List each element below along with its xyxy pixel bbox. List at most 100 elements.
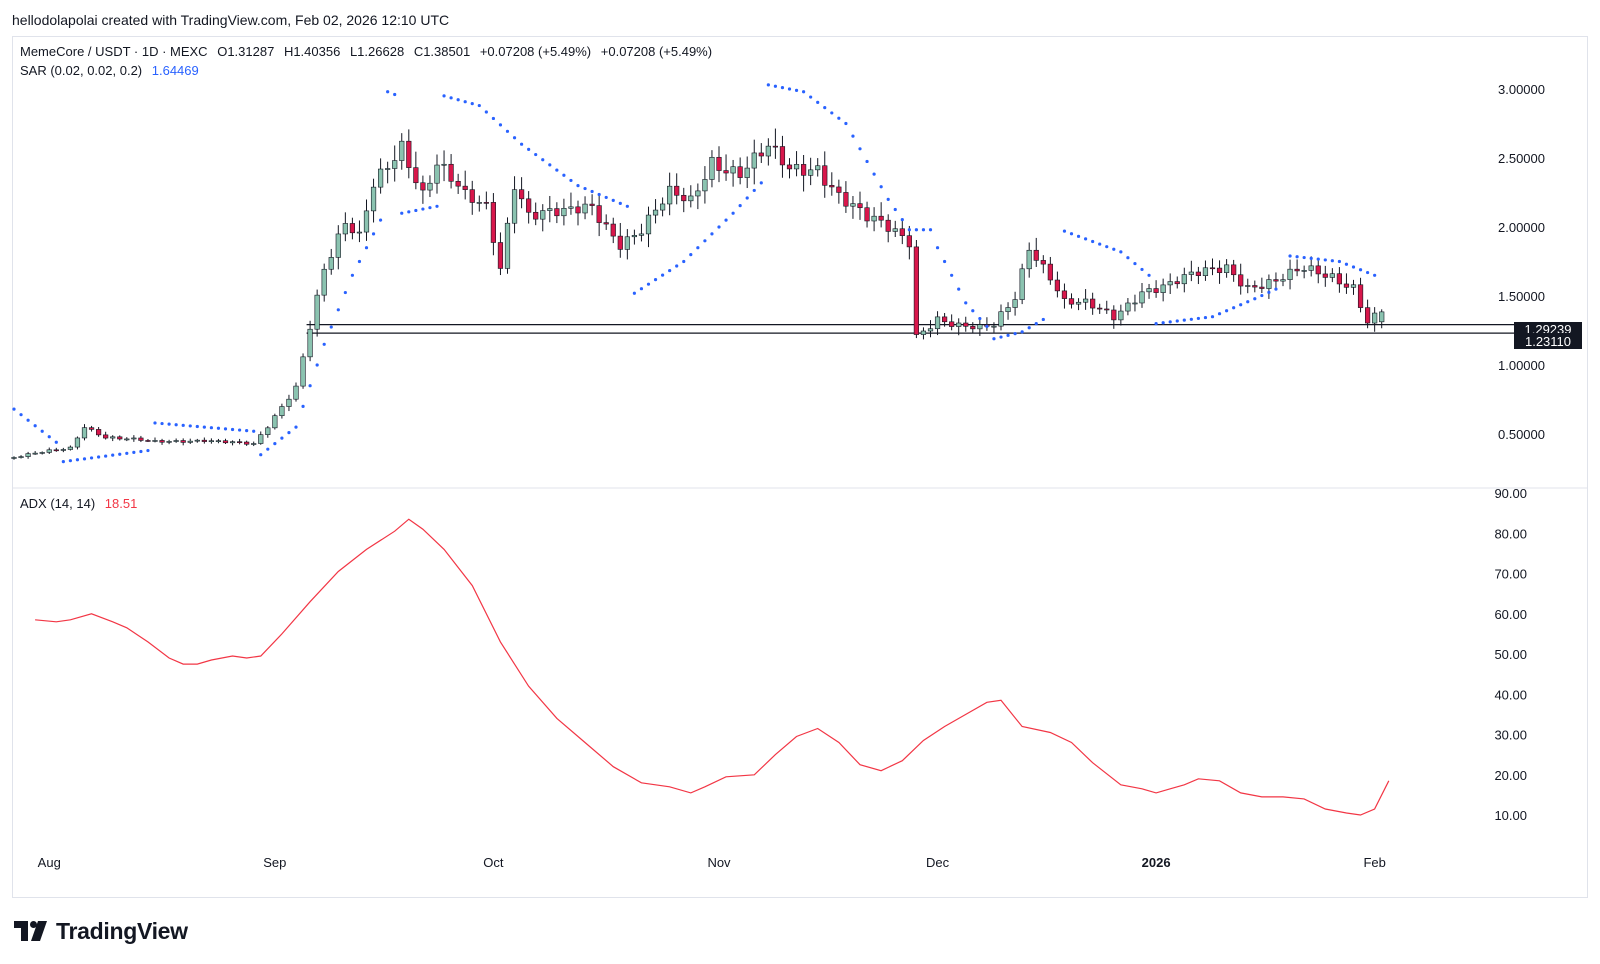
candle: [279, 403, 285, 419]
sar-dot: [33, 424, 37, 428]
candle-body: [356, 231, 363, 234]
candle-body: [892, 228, 898, 232]
candle: [554, 202, 560, 224]
sar-dot: [696, 246, 700, 250]
candle: [1259, 277, 1265, 294]
candle: [11, 456, 17, 460]
candle: [582, 196, 588, 220]
candle: [413, 151, 419, 190]
time-axis-label: 2026: [1142, 855, 1171, 870]
candle: [1132, 294, 1138, 312]
candle-body: [469, 189, 475, 203]
sar-dot: [675, 264, 679, 268]
candle-body: [779, 146, 786, 166]
candle-body: [194, 439, 200, 442]
candle: [307, 320, 313, 362]
sar-dot: [280, 436, 284, 440]
sar-dot: [950, 273, 954, 277]
candle: [1301, 265, 1307, 279]
sar-dot: [1267, 290, 1271, 294]
candle-body: [1097, 307, 1103, 310]
sar-dot: [858, 147, 862, 151]
candle: [1033, 237, 1039, 267]
symbol-name[interactable]: MemeCore / USDT · 1D · MEXC: [20, 44, 208, 59]
sar-dot: [1330, 259, 1334, 263]
candle-body: [222, 440, 229, 444]
candle-body: [1280, 279, 1286, 282]
candle-body: [575, 206, 581, 214]
candle: [906, 225, 912, 260]
candle: [32, 451, 38, 455]
candle: [1012, 291, 1018, 316]
parabolic-sar-series: [12, 83, 1377, 464]
candle: [1224, 259, 1230, 278]
sar-dot: [724, 218, 728, 222]
sar-label: SAR (0.02, 0.02, 0.2): [20, 63, 143, 78]
candle-body: [328, 257, 334, 270]
sar-legend[interactable]: SAR (0.02, 0.02, 0.2) 1.64469: [20, 63, 205, 78]
sar-dot: [421, 207, 425, 211]
sar-dot: [89, 456, 94, 460]
tradingview-logo[interactable]: TradingView: [14, 917, 188, 945]
candle-body: [145, 440, 151, 442]
sar-dot: [1126, 256, 1130, 260]
candle-body: [166, 441, 172, 443]
sar-dot: [209, 426, 213, 430]
candle: [575, 200, 581, 226]
candle-body: [1083, 298, 1089, 303]
adx-legend[interactable]: ADX (14, 14) 18.51: [20, 496, 143, 511]
sar-dot: [505, 129, 510, 133]
candle-body: [652, 209, 659, 216]
sar-dot: [618, 201, 622, 205]
candle-body: [1216, 267, 1223, 273]
sar-dot: [646, 282, 651, 286]
candle: [1111, 305, 1117, 329]
sar-dot: [865, 159, 869, 164]
sar-dot: [1373, 273, 1377, 277]
candle-body: [229, 441, 236, 444]
candle: [1188, 260, 1194, 282]
sar-dot: [1189, 317, 1193, 321]
candle: [25, 451, 31, 459]
sar-dot: [583, 186, 587, 191]
candle-body: [674, 185, 680, 196]
candle-body: [1365, 307, 1371, 324]
candle: [1343, 273, 1350, 294]
candle: [53, 447, 59, 452]
sar-dot: [357, 259, 362, 264]
candle-body: [272, 415, 278, 429]
candle-body: [1252, 285, 1258, 288]
candle: [829, 172, 835, 196]
candle-body: [251, 443, 257, 445]
sar-dot: [287, 431, 291, 435]
candle-body: [67, 446, 73, 450]
candle: [434, 154, 440, 194]
sar-dot: [68, 459, 72, 463]
candle-body: [1357, 284, 1364, 308]
candle-body: [96, 429, 102, 436]
sar-dot: [1140, 267, 1144, 272]
sar-dot: [1182, 318, 1186, 322]
sar-dot: [682, 259, 686, 264]
sar-dot: [1309, 256, 1313, 260]
sar-dot: [837, 116, 841, 120]
sar-dot: [1133, 261, 1137, 266]
sar-dot: [1217, 312, 1222, 316]
ohlc-low: L1.26628: [349, 44, 405, 59]
candle: [1054, 271, 1060, 298]
candle: [737, 157, 743, 185]
candle-body: [540, 210, 546, 220]
horizontal-levels[interactable]: [306, 324, 1514, 334]
candle-body: [1202, 267, 1209, 276]
candle-body: [349, 223, 356, 234]
sar-dot: [1041, 317, 1045, 322]
candle-body: [1160, 284, 1166, 293]
candle-body: [765, 145, 771, 157]
sar-dot: [160, 421, 164, 426]
sar-dot: [195, 424, 199, 429]
candle-body: [173, 440, 179, 442]
candle-body: [1139, 291, 1145, 304]
candle: [462, 170, 468, 200]
candle: [511, 176, 518, 234]
